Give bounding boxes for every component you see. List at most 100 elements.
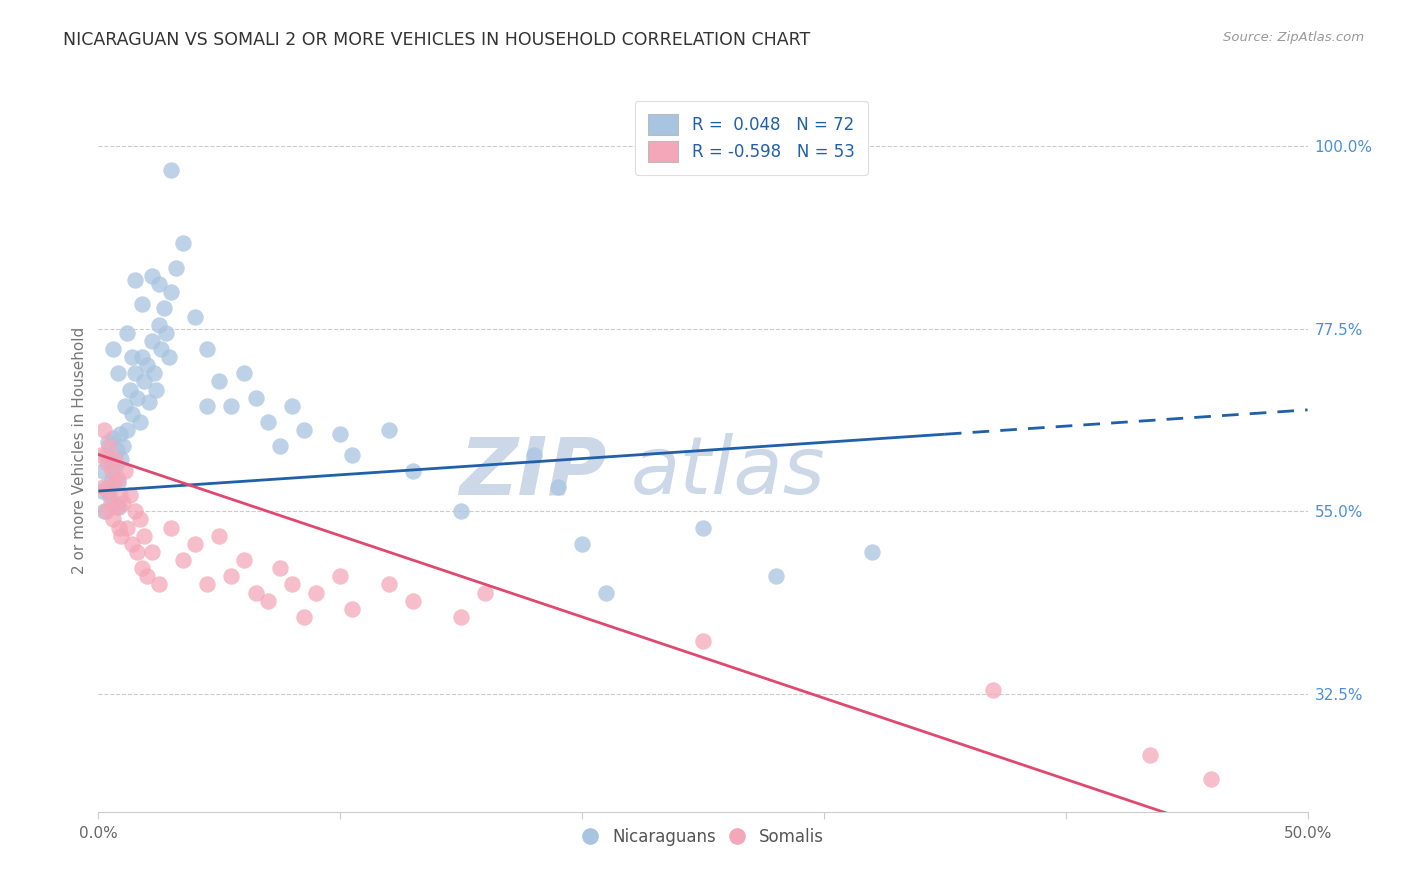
Point xyxy=(101,512,124,526)
Point xyxy=(103,496,125,510)
Point xyxy=(117,326,139,340)
Point xyxy=(342,601,364,615)
Point xyxy=(97,484,120,499)
Point xyxy=(108,520,131,534)
Point xyxy=(96,456,118,470)
Text: NICARAGUAN VS SOMALI 2 OR MORE VEHICLES IN HOUSEHOLD CORRELATION CHART: NICARAGUAN VS SOMALI 2 OR MORE VEHICLES … xyxy=(63,31,810,49)
Point xyxy=(329,427,352,442)
Point xyxy=(160,163,183,178)
Point xyxy=(523,448,546,462)
Point xyxy=(221,569,243,583)
Point xyxy=(98,488,121,502)
Point xyxy=(141,268,163,283)
Point xyxy=(131,297,153,311)
Point xyxy=(195,342,218,356)
Point xyxy=(107,475,129,490)
Point xyxy=(860,545,883,559)
Point xyxy=(547,480,569,494)
Point xyxy=(127,391,149,405)
Point xyxy=(981,682,1004,697)
Point xyxy=(105,500,128,515)
Text: Source: ZipAtlas.com: Source: ZipAtlas.com xyxy=(1223,31,1364,45)
Point xyxy=(124,367,146,381)
Point xyxy=(281,577,304,591)
Point xyxy=(145,383,167,397)
Point xyxy=(256,415,278,429)
Point xyxy=(107,472,129,486)
Point xyxy=(94,504,117,518)
Point xyxy=(114,464,136,478)
Point xyxy=(208,375,231,389)
Point xyxy=(118,383,141,397)
Point xyxy=(165,260,187,275)
Point xyxy=(111,439,134,453)
Point xyxy=(135,358,157,372)
Point xyxy=(474,585,496,599)
Point xyxy=(160,285,183,300)
Point xyxy=(450,610,472,624)
Point xyxy=(90,448,112,462)
Point xyxy=(96,480,118,494)
Point xyxy=(148,318,170,332)
Point xyxy=(91,484,114,499)
Point xyxy=(134,529,156,543)
Point xyxy=(101,431,124,445)
Point xyxy=(292,423,315,437)
Point xyxy=(111,496,134,510)
Legend: Nicaraguans, Somalis: Nicaraguans, Somalis xyxy=(574,819,832,854)
Point xyxy=(292,610,315,624)
Point xyxy=(342,448,364,462)
Point xyxy=(402,593,425,607)
Point xyxy=(100,464,122,478)
Point xyxy=(124,504,146,518)
Point xyxy=(121,407,143,421)
Point xyxy=(97,435,120,450)
Point xyxy=(98,439,121,453)
Point xyxy=(104,451,127,466)
Point xyxy=(245,391,267,405)
Point xyxy=(128,512,150,526)
Point xyxy=(117,423,139,437)
Point xyxy=(143,367,166,381)
Point xyxy=(692,634,714,648)
Point xyxy=(105,443,128,458)
Point xyxy=(184,537,207,551)
Point xyxy=(121,537,143,551)
Point xyxy=(93,504,115,518)
Point xyxy=(134,375,156,389)
Point xyxy=(245,585,267,599)
Point xyxy=(107,367,129,381)
Point xyxy=(595,585,617,599)
Point xyxy=(101,342,124,356)
Point xyxy=(221,399,243,413)
Point xyxy=(91,480,114,494)
Point xyxy=(110,529,132,543)
Point xyxy=(108,488,131,502)
Point xyxy=(184,310,207,324)
Point xyxy=(138,394,160,409)
Point xyxy=(117,520,139,534)
Point xyxy=(377,423,399,437)
Point xyxy=(571,537,593,551)
Point xyxy=(103,475,125,490)
Point xyxy=(108,427,131,442)
Point xyxy=(692,520,714,534)
Point xyxy=(94,448,117,462)
Point xyxy=(269,561,291,575)
Point xyxy=(114,399,136,413)
Point xyxy=(232,553,254,567)
Point xyxy=(1199,772,1222,787)
Point xyxy=(269,439,291,453)
Point xyxy=(118,488,141,502)
Point xyxy=(152,301,174,316)
Point xyxy=(128,415,150,429)
Y-axis label: 2 or more Vehicles in Household: 2 or more Vehicles in Household xyxy=(72,326,87,574)
Point xyxy=(93,423,115,437)
Point xyxy=(1139,747,1161,762)
Point xyxy=(377,577,399,591)
Point xyxy=(160,520,183,534)
Point xyxy=(131,561,153,575)
Point xyxy=(305,585,328,599)
Point xyxy=(110,451,132,466)
Point xyxy=(91,464,114,478)
